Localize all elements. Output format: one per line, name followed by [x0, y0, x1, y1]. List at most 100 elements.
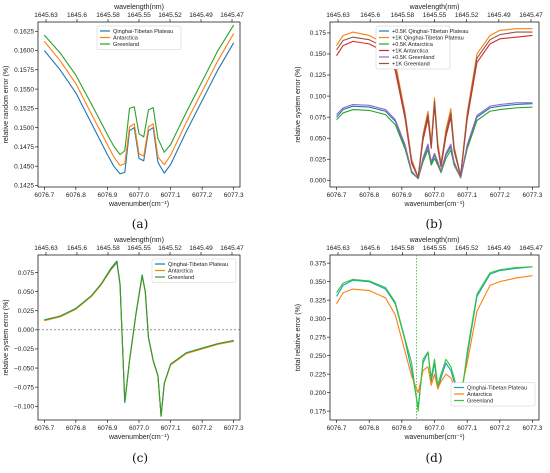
- top-tick-label: 1645.49: [189, 245, 213, 252]
- top-tick-label: 1645.55: [127, 12, 151, 19]
- top-tick-label: 1645.6: [67, 245, 87, 252]
- y-tick-label: 0.000: [18, 327, 35, 334]
- x-tick-label: 6077.0: [425, 192, 445, 199]
- x-tick-label: 6076.9: [392, 192, 412, 199]
- y-tick-label: 0.125: [310, 72, 327, 79]
- top-tick-label: 1645.58: [391, 245, 415, 252]
- top-tick-label: 1645.49: [487, 12, 511, 19]
- legend-label: Greenland: [168, 275, 194, 281]
- series-line-3: [336, 106, 533, 180]
- y-tick-label: 0.350: [310, 279, 327, 286]
- series-line-3: [44, 261, 234, 417]
- top-axis-label: wavelength(nm): [409, 237, 460, 244]
- y-tick-label: 0.275: [310, 334, 327, 341]
- y-tick-label: 0.075: [18, 270, 35, 277]
- y-tick-label: 0.375: [310, 260, 327, 267]
- legend-label: Greenland: [467, 399, 493, 405]
- y-axis-label: relative system error (%): [295, 66, 302, 142]
- x-tick-label: 6076.8: [66, 425, 86, 432]
- y-tick-label: 0.1625: [14, 28, 34, 35]
- x-tick-label: 6077.0: [425, 425, 445, 432]
- x-tick-label: 6076.7: [327, 192, 347, 199]
- x-tick-label: 6076.7: [34, 192, 54, 199]
- x-tick-label: 6076.8: [359, 192, 379, 199]
- x-axis-label: wavenumber(cm⁻¹): [108, 434, 169, 441]
- y-tick-label: 0.175: [310, 408, 327, 415]
- top-tick-label: 1645.47: [519, 12, 543, 19]
- x-tick-label: 6076.9: [97, 425, 117, 432]
- y-tick-label: 0.300: [310, 316, 327, 323]
- x-tick-label: 6077.1: [457, 425, 477, 432]
- x-tick-label: 6076.7: [327, 425, 347, 432]
- y-tick-label: 0.1475: [14, 144, 34, 151]
- legend-label: Greenland: [113, 42, 139, 48]
- series-line-2: [336, 275, 533, 394]
- legend-box: [375, 25, 451, 70]
- y-tick-label: 0.050: [310, 135, 327, 142]
- top-tick-label: 1645.63: [326, 245, 350, 252]
- x-tick-label: 6077.3: [523, 425, 543, 432]
- top-tick-label: 1645.58: [96, 12, 120, 19]
- series-line-2: [44, 262, 234, 416]
- y-tick-label: −0.025: [14, 346, 34, 353]
- y-tick-label: 0.025: [310, 156, 327, 163]
- chart-panel-3: 6076.7 6076.8 6076.9 6077.0 6077.1 6077.2 6077…: [3, 237, 244, 465]
- x-tick-label: 6077.2: [192, 425, 212, 432]
- y-tick-label: 0.1525: [14, 106, 34, 113]
- x-axis-label: wavenumber(cm⁻¹): [403, 434, 464, 441]
- chart-panel-1: 6076.7 6076.8 6076.9 6077.0 6077.1 6077.2 6077…: [3, 4, 244, 231]
- x-tick-label: 6077.0: [129, 192, 149, 199]
- legend-label: Qinghai-Tibetan Plateau: [467, 386, 527, 392]
- y-tick-label: 0.250: [310, 353, 327, 360]
- top-axis-label: wavelength(nm): [113, 4, 164, 11]
- top-axis-label: wavelength(nm): [113, 237, 164, 244]
- top-tick-label: 1645.55: [127, 245, 151, 252]
- top-tick-label: 1645.63: [34, 245, 58, 252]
- chart-panel-4: 6076.7 6076.8 6076.9 6077.0 6077.1 6077.2 6077…: [295, 237, 543, 465]
- top-tick-label: 1645.47: [220, 12, 244, 19]
- top-tick-label: 1645.52: [455, 12, 479, 19]
- y-tick-label: −0.075: [14, 384, 34, 391]
- top-tick-label: 1645.6: [360, 245, 380, 252]
- panel-caption: (a): [132, 217, 149, 231]
- legend-label: Antarctica: [168, 269, 194, 275]
- x-tick-label: 6077.2: [490, 192, 510, 199]
- y-tick-label: 0.1575: [14, 67, 34, 74]
- x-tick-label: 6077.2: [490, 425, 510, 432]
- series-line-1: [336, 103, 533, 180]
- top-tick-label: 1645.55: [423, 12, 447, 19]
- y-tick-label: 0.200: [310, 390, 327, 397]
- x-axis-label: wavenumber(cm⁻¹): [108, 201, 169, 208]
- top-tick-label: 1645.55: [423, 245, 447, 252]
- legend-label: Antarctica: [467, 392, 493, 398]
- series-line-3: [336, 266, 533, 412]
- x-tick-label: 6077.3: [224, 425, 244, 432]
- top-tick-label: 1645.47: [220, 245, 244, 252]
- chart-panel-2: 6076.7 6076.8 6076.9 6077.0 6077.1 6077.2 6077…: [295, 4, 543, 231]
- series-line-5: [336, 102, 533, 180]
- y-tick-label: 0.000: [310, 177, 327, 184]
- legend-label: Qinghai-Tibetan Plateau: [168, 262, 228, 268]
- x-tick-label: 6076.9: [392, 425, 412, 432]
- panel-caption: (d): [425, 451, 442, 465]
- top-tick-label: 1645.52: [158, 245, 182, 252]
- x-axis-label: wavenumber(cm⁻¹): [403, 201, 464, 208]
- top-tick-label: 1645.47: [519, 245, 543, 252]
- legend: +0.5K Qinghai-Tibetan Plateau+1K Qinghai…: [375, 25, 468, 70]
- x-tick-label: 6077.0: [129, 425, 149, 432]
- top-tick-label: 1645.63: [34, 12, 58, 19]
- top-tick-label: 1645.6: [360, 12, 380, 19]
- legend-label: Qinghai-Tibetan Plateau: [113, 29, 173, 35]
- x-tick-label: 6076.9: [97, 192, 117, 199]
- top-tick-label: 1645.52: [158, 12, 182, 19]
- top-tick-label: 1645.52: [455, 245, 479, 252]
- x-tick-label: 6077.1: [161, 192, 181, 199]
- x-tick-label: 6076.8: [359, 425, 379, 432]
- y-tick-label: 0.1425: [14, 183, 34, 190]
- y-tick-label: 0.1600: [14, 48, 34, 55]
- x-tick-label: 6077.2: [192, 192, 212, 199]
- panel-caption: (c): [132, 451, 148, 465]
- y-tick-label: 0.1550: [14, 86, 34, 93]
- legend-box: [151, 258, 237, 283]
- y-tick-label: 0.100: [310, 93, 327, 100]
